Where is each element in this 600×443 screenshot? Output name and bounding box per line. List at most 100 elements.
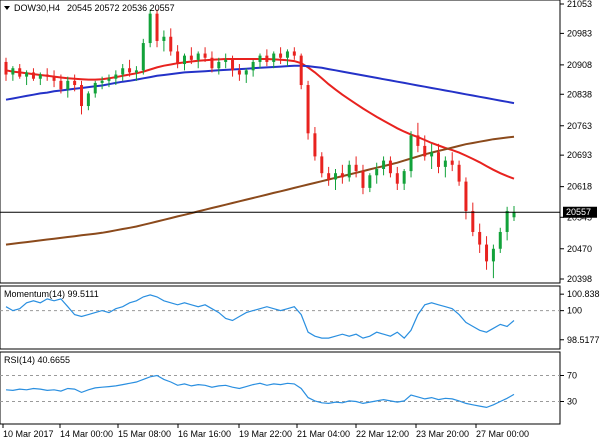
candle-body (107, 78, 111, 81)
candle-body (52, 76, 56, 81)
time-tick-label: 14 Mar 00:00 (60, 429, 113, 439)
time-tick-label: 27 Mar 00:00 (476, 429, 529, 439)
ohlc-readout: 20545 20572 20536 20557 (67, 3, 175, 13)
rsi-label: RSI(14) 40.6655 (4, 355, 70, 365)
candle-body (155, 13, 159, 41)
candle-body (210, 57, 214, 69)
time-tick-label: 15 Mar 08:00 (118, 429, 171, 439)
symbol-label: DOW30,H4 (14, 3, 60, 13)
candle-body (189, 55, 193, 60)
candle-body (450, 160, 454, 165)
candle-body (334, 173, 338, 180)
momentum-label: Momentum(14) 99.5111 (4, 289, 99, 299)
candle-body (457, 164, 461, 182)
candle-body (169, 36, 173, 52)
candle-body (134, 70, 138, 73)
momentum-axis: 100.8386 100 98.5177 (0, 289, 600, 345)
candle-body (148, 13, 152, 44)
candle-body (471, 210, 475, 232)
candle-body (237, 70, 241, 75)
chevron-down-icon[interactable] (4, 6, 10, 10)
candle-body (320, 156, 324, 174)
candle-body (265, 55, 269, 62)
candle-body (354, 164, 358, 172)
candle-body (299, 55, 303, 86)
candle-body (382, 160, 386, 169)
candle-body (100, 80, 104, 83)
candle-body (430, 152, 434, 157)
candle-body (327, 173, 331, 180)
candle-body (347, 164, 351, 178)
rsi-axis: 70 30 (0, 371, 577, 407)
time-axis: 10 Mar 2017 14 Mar 00:00 15 Mar 08:00 16 Ma… (2, 424, 529, 439)
price-tick-label: 20908 (567, 60, 592, 70)
rsi-panel-frame (0, 351, 561, 425)
price-tick-label: 20398 (567, 274, 592, 284)
candle-body (436, 152, 440, 167)
candle-body (4, 61, 8, 75)
main-price-panel[interactable]: 21053 20983 20908 20838 20763 20693 20618 20545… (0, 0, 597, 284)
rsi-tick-label: 30 (567, 397, 577, 407)
candle-body (86, 93, 90, 107)
candle-body (258, 55, 262, 62)
candle-body (231, 59, 235, 71)
candle-body (203, 53, 207, 58)
price-tick-label: 20838 (567, 89, 592, 99)
candle-body (498, 231, 502, 249)
rsi-panel[interactable]: 70 30 RSI(14) 40.6655 (0, 351, 577, 425)
price-tick-label: 20470 (567, 244, 592, 254)
moving-average-line-2 (5, 135, 515, 246)
candle-body (162, 36, 166, 41)
candle-body (478, 231, 482, 245)
time-tick-label: 22 Mar 12:00 (356, 429, 409, 439)
candle-body (423, 145, 427, 157)
candle-body (285, 51, 289, 58)
candle-body (340, 173, 344, 178)
candle-body (402, 171, 406, 184)
momentum-panel[interactable]: 100.8386 100 98.5177 Momentum(14) 99.5111 (0, 285, 600, 350)
candle-body (244, 70, 248, 75)
momentum-panel-frame (0, 285, 561, 350)
candle-body (409, 135, 413, 172)
candle-body (416, 135, 420, 146)
momentum-tick-label: 100 (567, 306, 582, 316)
candle-body (182, 55, 186, 65)
candle-body (93, 82, 97, 94)
time-tick-label: 16 Mar 16:00 (178, 429, 231, 439)
candle-body (395, 173, 399, 184)
candle-body (505, 210, 509, 232)
candles (4, 9, 516, 279)
rsi-tick-label: 70 (567, 371, 577, 381)
price-tick-label: 20693 (567, 150, 592, 160)
candle-body (45, 74, 49, 77)
candle-body (313, 133, 317, 157)
candle-body (306, 85, 310, 134)
candle-body (141, 43, 145, 71)
time-tick-label: 21 Mar 04:00 (297, 429, 350, 439)
price-tick-label: 20618 (567, 182, 592, 192)
main-panel-frame (0, 0, 561, 284)
price-axis: 2105320983209082083820763206932061820545… (560, 0, 592, 284)
price-tick-label: 21053 (567, 0, 592, 9)
candle-body (25, 72, 29, 77)
candle-body (128, 68, 132, 73)
candle-body (485, 244, 489, 262)
momentum-tick-label: 100.8386 (567, 289, 600, 299)
candle-body (196, 53, 200, 60)
current-price-label: 20557 (566, 207, 591, 217)
time-tick-label: 10 Mar 2017 (3, 429, 54, 439)
time-tick-label: 19 Mar 22:00 (239, 429, 292, 439)
candle-body (368, 175, 372, 188)
candle-body (224, 59, 228, 62)
candle-body (66, 80, 70, 90)
price-tick-label: 20763 (567, 121, 592, 131)
candle-body (375, 169, 379, 176)
time-tick-label: 23 Mar 20:00 (416, 429, 469, 439)
momentum-line (5, 294, 515, 339)
candle-body (292, 51, 296, 56)
momentum-tick-label: 98.5177 (567, 335, 600, 345)
candle-body (361, 171, 365, 188)
candle-body (18, 68, 22, 77)
candle-body (217, 61, 221, 69)
